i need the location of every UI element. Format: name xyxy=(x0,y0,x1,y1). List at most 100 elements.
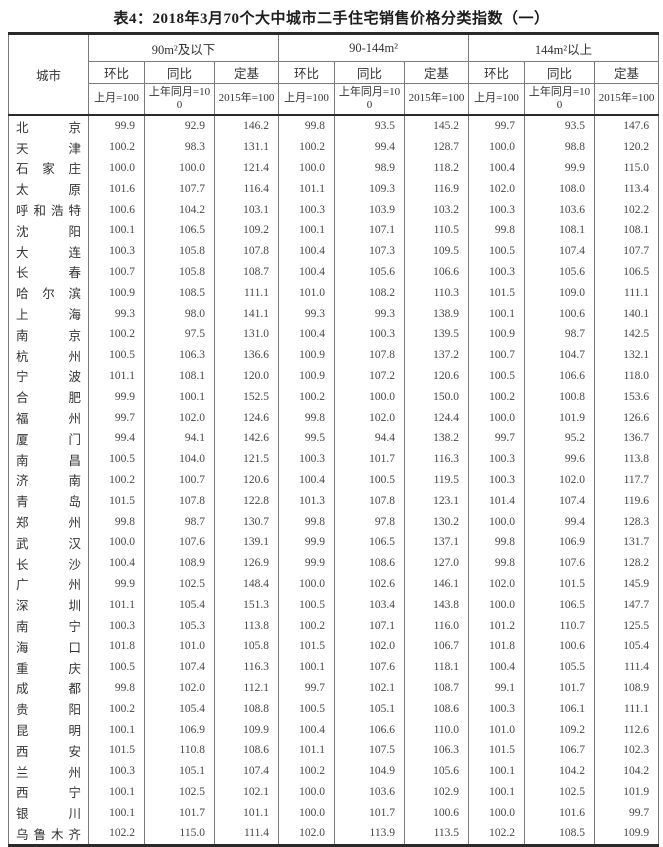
baseheader-prev-month: 上月=100 xyxy=(88,83,145,116)
index-value: 102.1 xyxy=(214,781,279,803)
index-value: 118.0 xyxy=(594,365,660,387)
index-value: 142.6 xyxy=(214,427,279,449)
index-value: 108.6 xyxy=(403,698,470,720)
index-value: 126.6 xyxy=(594,407,660,428)
city-column-header: 城市 xyxy=(8,33,89,116)
index-value: 104.9 xyxy=(334,760,405,782)
index-value: 108.5 xyxy=(144,282,215,304)
index-value: 99.8 xyxy=(278,407,335,428)
index-value: 111.4 xyxy=(594,656,660,678)
index-value: 104.7 xyxy=(524,344,596,366)
index-value: 99.8 xyxy=(468,219,526,241)
index-value: 105.3 xyxy=(144,615,215,636)
index-value: 93.5 xyxy=(334,115,405,137)
index-value: 106.6 xyxy=(334,719,405,740)
table-row: 北京 99.9 92.9 146.2 99.8 93.5 145.2 99.7 93.5 147.… xyxy=(8,115,660,137)
index-value: 100.6 xyxy=(524,635,596,657)
index-value: 100.9 xyxy=(468,323,526,345)
index-value: 100.1 xyxy=(88,719,145,740)
index-value: 105.4 xyxy=(144,698,215,720)
index-value: 100.4 xyxy=(278,719,335,740)
index-value: 100.3 xyxy=(88,240,145,262)
index-value: 107.8 xyxy=(214,240,279,262)
index-value: 99.1 xyxy=(468,677,526,699)
index-value: 100.0 xyxy=(468,407,526,428)
index-value: 126.9 xyxy=(214,552,279,574)
index-value: 103.9 xyxy=(334,199,405,220)
index-value: 102.0 xyxy=(144,407,215,428)
index-value: 113.5 xyxy=(403,823,470,846)
index-value: 100.5 xyxy=(88,344,145,366)
index-value: 136.6 xyxy=(214,344,279,366)
index-value: 100.0 xyxy=(468,802,526,824)
index-value: 113.8 xyxy=(214,615,279,636)
index-value: 113.9 xyxy=(334,823,405,846)
index-value: 100.0 xyxy=(88,531,145,553)
city-name: 郑州 xyxy=(8,511,89,532)
index-value: 100.1 xyxy=(278,656,335,678)
table-row: 长春 100.7 105.8 108.7 100.4 105.6 106.6 100.3 105… xyxy=(8,261,660,283)
index-value: 100.5 xyxy=(468,365,526,387)
index-value: 101.9 xyxy=(594,781,660,803)
index-value: 101.5 xyxy=(468,282,526,304)
index-value: 100.1 xyxy=(88,802,145,824)
index-value: 101.5 xyxy=(88,490,145,512)
index-value: 100.0 xyxy=(88,157,145,179)
index-value: 105.6 xyxy=(524,261,596,283)
index-value: 120.6 xyxy=(403,365,470,387)
city-name: 武汉 xyxy=(8,531,89,553)
index-value: 101.7 xyxy=(144,802,215,824)
city-name: 杭州 xyxy=(8,344,89,366)
table-body: 北京 99.9 92.9 146.2 99.8 93.5 145.2 99.7 93.5 147.… xyxy=(8,115,660,846)
table-row: 哈尔滨 100.9 108.5 111.1 101.0 108.2 110.3 101.5 10… xyxy=(8,282,660,304)
index-value: 100.5 xyxy=(334,469,405,491)
index-value: 121.5 xyxy=(214,448,279,470)
index-value: 127.0 xyxy=(403,552,470,574)
baseheader-same-month-last-year: 上年同月=100 xyxy=(144,83,215,116)
index-value: 101.5 xyxy=(88,739,145,761)
index-value: 115.0 xyxy=(594,157,660,179)
index-value: 102.0 xyxy=(334,635,405,657)
index-value: 103.6 xyxy=(524,199,596,220)
index-value: 99.6 xyxy=(524,448,596,470)
index-value: 100.9 xyxy=(278,365,335,387)
index-value: 110.0 xyxy=(403,719,470,740)
table-row: 厦门 99.4 94.1 142.6 99.5 94.4 138.2 99.7 95.2 136.… xyxy=(8,427,660,449)
subheader-fixed-base: 定基 xyxy=(403,61,470,84)
index-value: 105.6 xyxy=(403,760,470,782)
index-value: 104.2 xyxy=(594,760,660,782)
index-value: 141.1 xyxy=(214,303,279,324)
city-name: 福州 xyxy=(8,407,89,428)
index-value: 146.1 xyxy=(403,573,470,595)
city-name: 北京 xyxy=(8,115,89,137)
index-value: 101.0 xyxy=(468,719,526,740)
city-name: 西安 xyxy=(8,739,89,761)
index-value: 131.1 xyxy=(214,136,279,158)
index-value: 101.8 xyxy=(468,635,526,657)
table-row: 深圳 101.1 105.4 151.3 100.5 103.4 143.8 100.0 106… xyxy=(8,594,660,616)
baseheader-same-month-last-year: 上年同月=100 xyxy=(524,83,596,116)
index-value: 101.0 xyxy=(278,282,335,304)
index-value: 111.1 xyxy=(214,282,279,304)
city-name: 长春 xyxy=(8,261,89,283)
city-name: 上海 xyxy=(8,303,89,324)
table-row: 西安 101.5 110.8 108.6 101.1 107.5 106.3 101.5 106… xyxy=(8,739,660,761)
table-row: 天津 100.2 98.3 131.1 100.2 99.4 128.7 100.0 98.8 1… xyxy=(8,136,660,158)
index-value: 106.6 xyxy=(403,261,470,283)
index-value: 100.5 xyxy=(468,240,526,262)
city-name: 深圳 xyxy=(8,594,89,616)
index-value: 100.2 xyxy=(278,136,335,158)
index-value: 109.9 xyxy=(594,823,660,846)
index-value: 107.1 xyxy=(334,615,405,636)
index-value: 101.0 xyxy=(144,635,215,657)
index-value: 153.6 xyxy=(594,386,660,408)
baseheader-prev-month: 上月=100 xyxy=(278,83,335,116)
index-value: 110.3 xyxy=(403,282,470,304)
city-name: 重庆 xyxy=(8,656,89,678)
city-name: 长沙 xyxy=(8,552,89,574)
index-value: 100.4 xyxy=(278,469,335,491)
table-row: 郑州 99.8 98.7 130.7 99.8 97.8 130.2 100.0 99.4 128… xyxy=(8,511,660,532)
index-value: 115.0 xyxy=(144,823,215,846)
index-value: 105.6 xyxy=(334,261,405,283)
city-name: 济南 xyxy=(8,469,89,491)
